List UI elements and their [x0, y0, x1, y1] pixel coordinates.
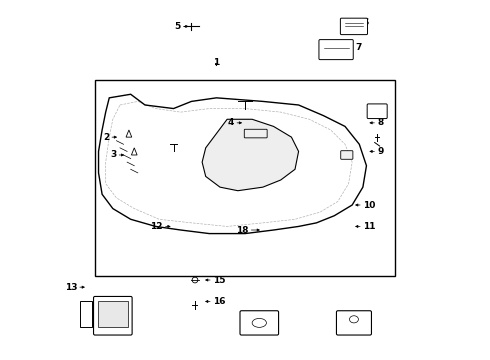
Text: 9: 9	[377, 147, 384, 156]
FancyBboxPatch shape	[240, 311, 279, 335]
Text: 15: 15	[213, 275, 225, 284]
Text: 8: 8	[377, 118, 383, 127]
Text: 2: 2	[103, 132, 109, 141]
FancyBboxPatch shape	[98, 301, 128, 327]
Text: 18: 18	[236, 225, 248, 234]
Text: 5: 5	[174, 22, 181, 31]
Text: 7: 7	[356, 43, 362, 52]
PathPatch shape	[202, 119, 298, 191]
FancyBboxPatch shape	[367, 104, 387, 118]
FancyBboxPatch shape	[94, 296, 132, 335]
Text: 10: 10	[363, 201, 375, 210]
Text: 17: 17	[264, 325, 276, 334]
Text: 11: 11	[363, 222, 375, 231]
Text: 14: 14	[86, 311, 98, 320]
FancyBboxPatch shape	[95, 80, 395, 276]
Text: 16: 16	[213, 297, 225, 306]
FancyBboxPatch shape	[80, 301, 92, 327]
Text: 19: 19	[357, 325, 369, 334]
FancyBboxPatch shape	[319, 40, 353, 60]
Text: 13: 13	[65, 283, 77, 292]
FancyBboxPatch shape	[341, 18, 368, 35]
Text: 3: 3	[110, 150, 117, 159]
FancyBboxPatch shape	[337, 311, 371, 335]
Text: 4: 4	[228, 118, 234, 127]
FancyBboxPatch shape	[341, 151, 353, 159]
FancyBboxPatch shape	[245, 129, 267, 138]
Text: 6: 6	[363, 18, 369, 27]
PathPatch shape	[98, 94, 367, 234]
Text: 12: 12	[150, 222, 163, 231]
Text: 1: 1	[213, 58, 220, 67]
